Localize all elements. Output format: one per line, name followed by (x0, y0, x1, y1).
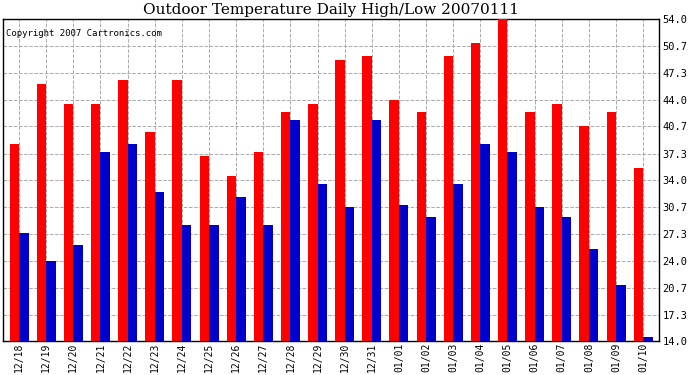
Bar (281, 112, 290, 342)
Bar (226, 176, 236, 342)
Bar (335, 60, 345, 342)
Bar (525, 112, 535, 342)
Bar (101, 152, 110, 342)
Bar (362, 56, 372, 342)
Bar (444, 56, 453, 342)
Bar (633, 168, 643, 342)
Bar (19, 233, 28, 342)
Bar (389, 100, 399, 342)
Bar (290, 120, 300, 342)
Bar (498, 20, 507, 342)
Bar (345, 207, 354, 342)
Bar (562, 217, 571, 342)
Bar (607, 112, 616, 342)
Bar (10, 144, 19, 342)
Bar (426, 217, 435, 342)
Bar (182, 225, 191, 342)
Bar (417, 112, 426, 342)
Bar (73, 245, 83, 342)
Bar (64, 104, 73, 342)
Bar (480, 144, 490, 342)
Bar (471, 44, 480, 342)
Bar (236, 196, 246, 342)
Bar (199, 156, 209, 342)
Bar (589, 249, 598, 342)
Bar (317, 184, 327, 342)
Bar (128, 144, 137, 342)
Bar (37, 84, 46, 342)
Bar (91, 104, 101, 342)
Bar (308, 104, 317, 342)
Bar (372, 120, 382, 342)
Bar (580, 126, 589, 342)
Bar (616, 285, 626, 342)
Text: Copyright 2007 Cartronics.com: Copyright 2007 Cartronics.com (6, 29, 162, 38)
Bar (264, 225, 273, 342)
Title: Outdoor Temperature Daily High/Low 20070111: Outdoor Temperature Daily High/Low 20070… (143, 3, 519, 17)
Bar (399, 204, 408, 342)
Bar (46, 261, 56, 342)
Bar (209, 225, 219, 342)
Bar (507, 152, 517, 342)
Bar (172, 80, 182, 342)
Bar (535, 207, 544, 342)
Bar (643, 338, 653, 342)
Bar (552, 104, 562, 342)
Bar (118, 80, 128, 342)
Bar (254, 152, 264, 342)
Bar (453, 184, 463, 342)
Bar (155, 192, 164, 342)
Bar (145, 132, 155, 342)
